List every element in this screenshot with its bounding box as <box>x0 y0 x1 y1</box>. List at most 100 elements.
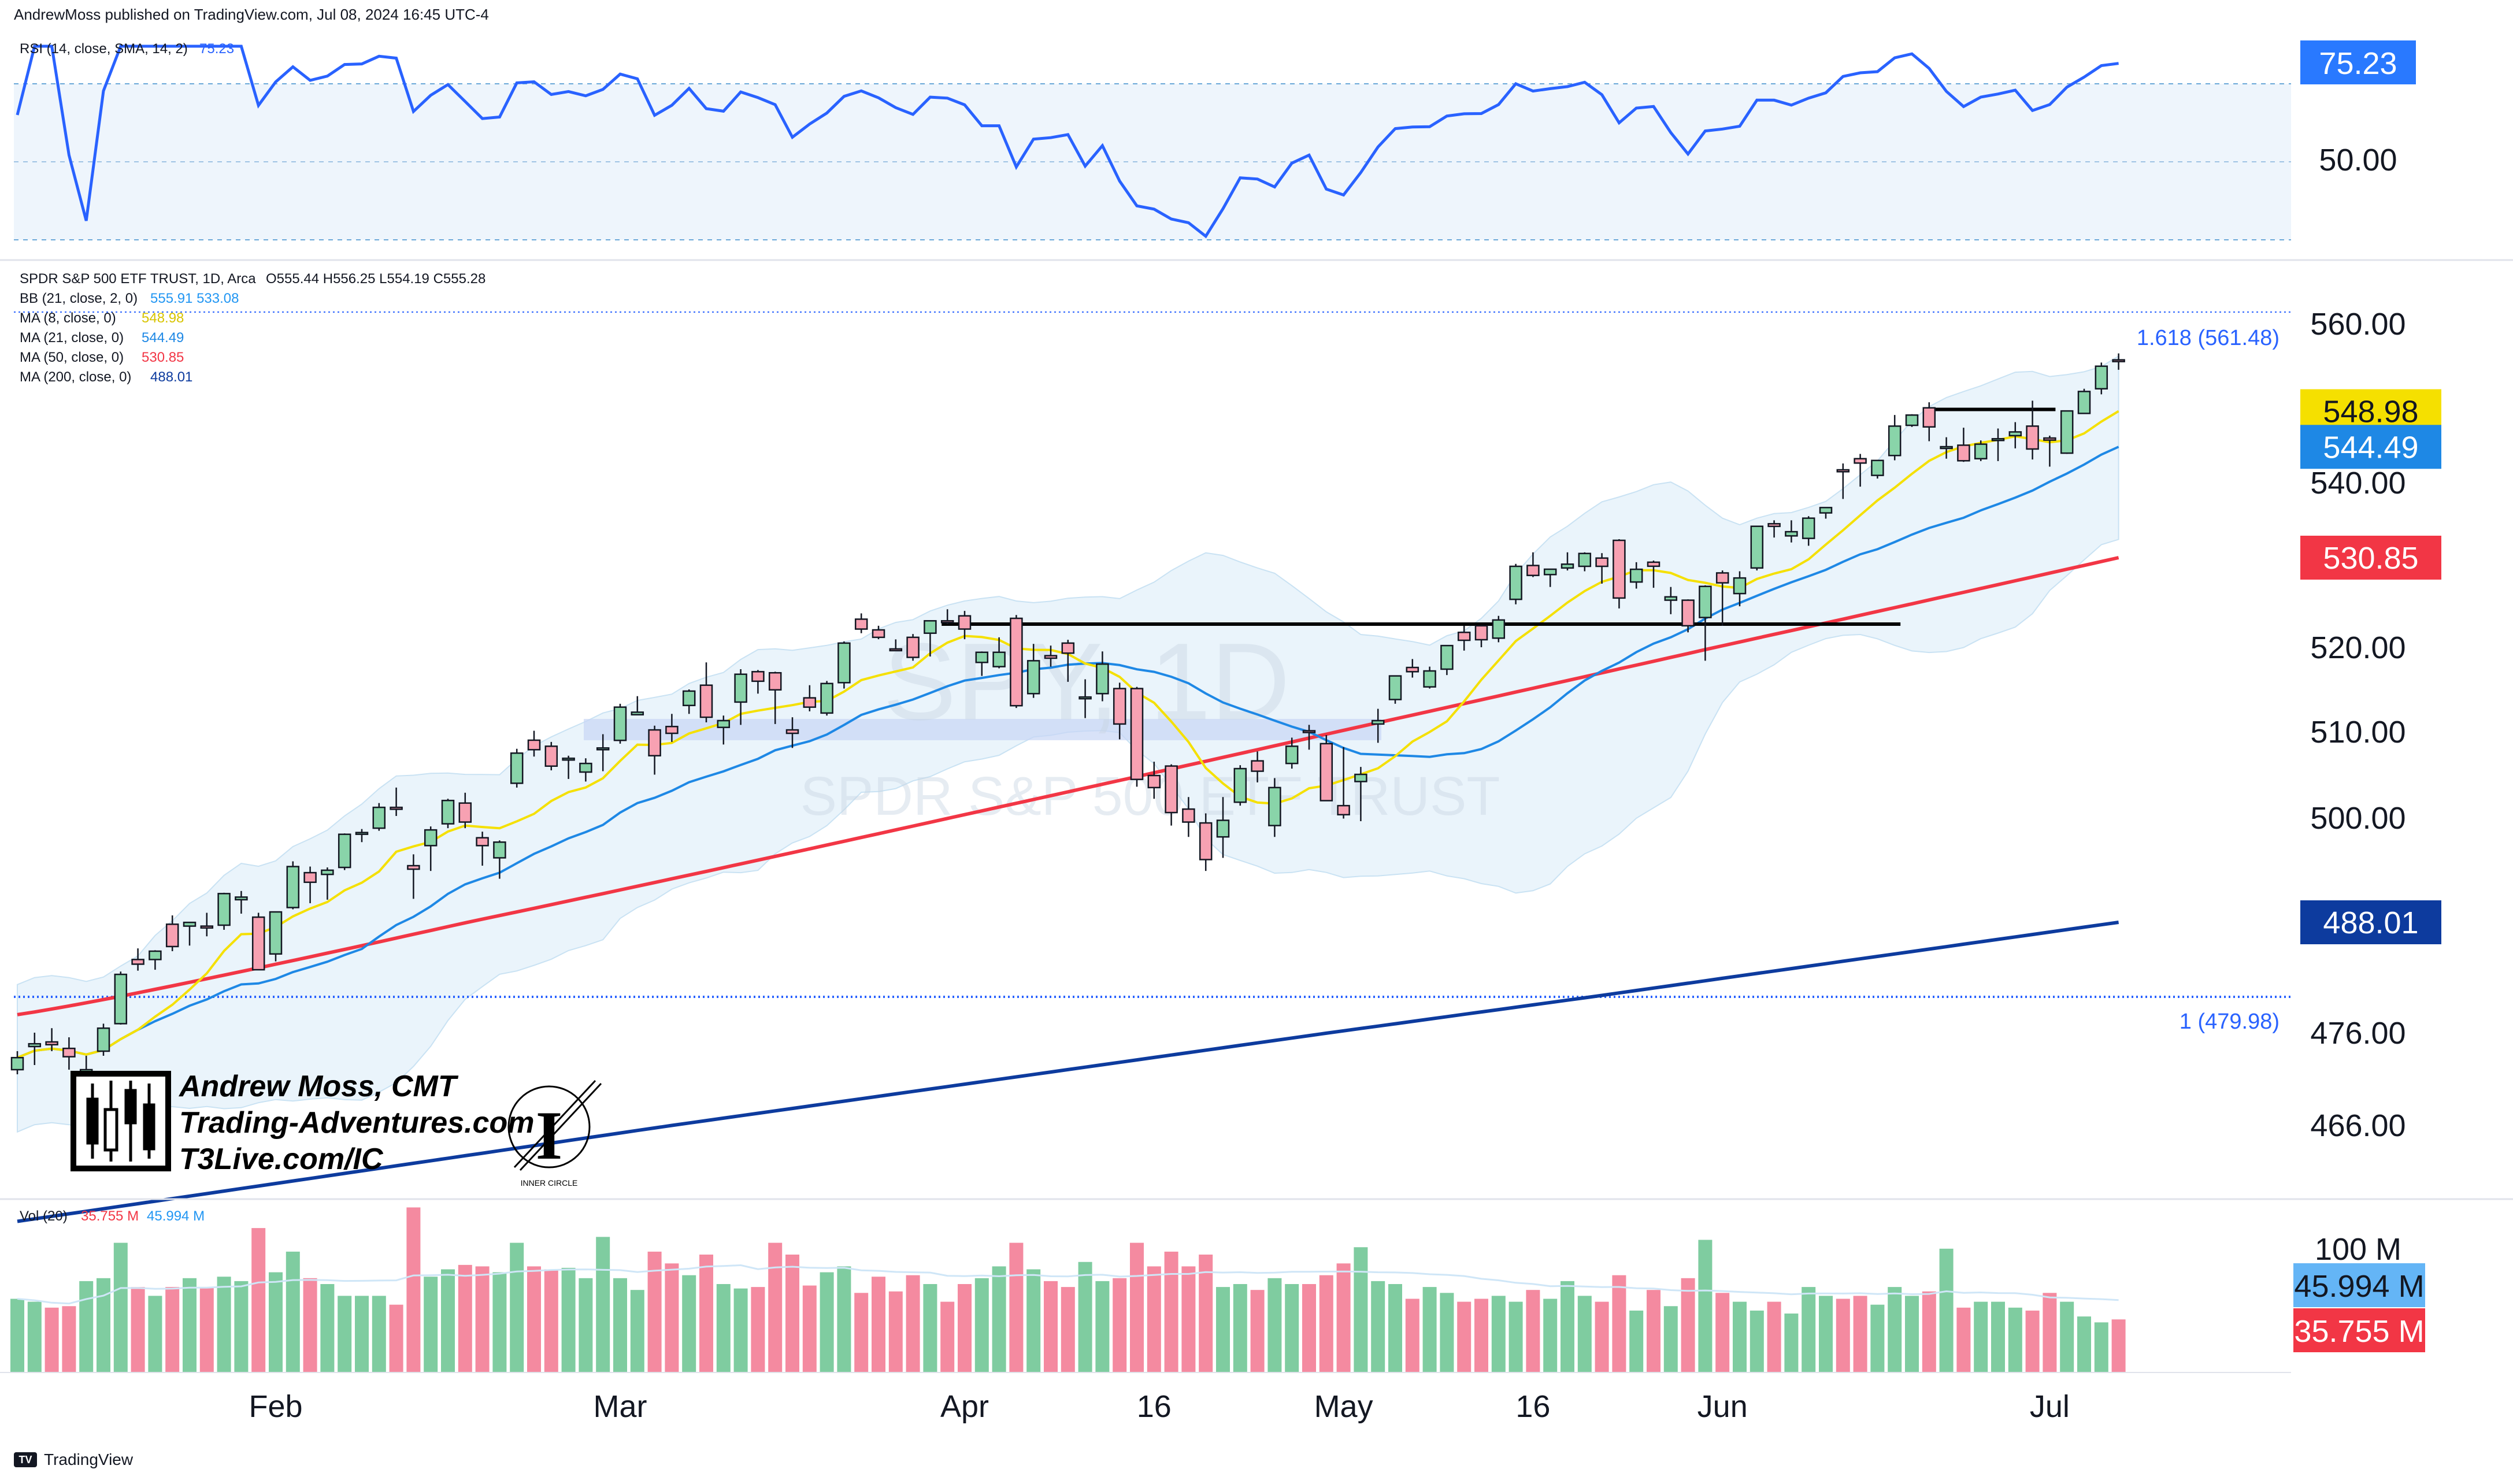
candle <box>1647 561 1660 588</box>
volume-pane[interactable]: Vol (20) 35.755 M 45.994 M <box>10 1207 2126 1372</box>
volume-value-badge <box>2293 1308 2425 1352</box>
volume-bar <box>2077 1316 2091 1372</box>
candle <box>1406 659 1419 678</box>
volume-bar <box>1491 1296 1506 1372</box>
candle <box>682 689 696 714</box>
candle <box>1268 778 1281 837</box>
candle <box>200 912 214 937</box>
volume-bar <box>1784 1314 1799 1372</box>
tradingview-logo-icon: TV <box>14 1452 37 1467</box>
volume-bar <box>682 1275 696 1372</box>
volume-bar <box>1164 1251 1178 1372</box>
volume-bar <box>1939 1248 1954 1372</box>
candle <box>390 787 403 817</box>
candle <box>1061 640 1075 682</box>
volume-bar <box>1561 1281 1574 1372</box>
candle <box>648 725 661 775</box>
volume-bar <box>1612 1275 1626 1372</box>
candle <box>837 641 851 689</box>
price-tick-label: 560.00 <box>2310 307 2405 342</box>
candle <box>717 715 731 745</box>
candle <box>1871 459 1884 479</box>
volume-legend-value-2: 45.994 M <box>147 1208 205 1224</box>
rsi-legend-value: 75.23 <box>199 41 234 57</box>
legend-bb-values: 555.91 533.08 <box>150 291 239 306</box>
candle <box>131 948 144 971</box>
branding-line-1: Andrew Moss, CMT <box>178 1070 459 1103</box>
candle <box>1026 644 1040 698</box>
candle <box>1629 562 1643 589</box>
tradingview-brand[interactable]: TV TradingView <box>14 1450 133 1469</box>
candle <box>906 634 920 661</box>
price-badge-label: 544.49 <box>2323 430 2418 465</box>
volume-bar <box>579 1278 593 1372</box>
volume-bar <box>630 1290 644 1372</box>
volume-bar <box>1267 1278 1282 1372</box>
candle <box>1681 599 1695 633</box>
candle <box>1233 765 1247 806</box>
candle <box>1319 734 1333 802</box>
candle <box>872 625 885 640</box>
volume-bar <box>234 1281 249 1372</box>
volume-ma-line <box>17 1264 2119 1305</box>
legend-ma50-name: MA (50, close, 0) <box>20 350 124 365</box>
rsi-pane[interactable]: RSI (14, close, SMA, 14, 2) 75.23 <box>14 41 2291 240</box>
volume-bar <box>406 1207 421 1372</box>
candle <box>1199 813 1213 871</box>
price-tick-label: 520.00 <box>2310 630 2405 665</box>
branding-candles-icon <box>86 1081 155 1162</box>
candle <box>768 671 782 724</box>
candle <box>1854 454 1867 487</box>
time-tick-label: Feb <box>249 1389 302 1424</box>
volume-bar <box>1698 1240 1713 1372</box>
volume-bar <box>372 1296 386 1372</box>
volume-bar <box>751 1287 765 1372</box>
candle <box>183 921 197 946</box>
candle <box>1044 645 1058 667</box>
volume-bar <box>355 1296 369 1372</box>
price-legend-ohlc: O555.44 H556.25 L554.19 C555.28 <box>266 271 485 287</box>
volume-bar <box>1750 1310 1764 1372</box>
volume-bar <box>1595 1301 1609 1372</box>
price-pane[interactable]: 1.618 (561.48) 1 (479.98) SPY, 1D SPDR S… <box>10 271 2291 1223</box>
candle <box>820 681 833 716</box>
volume-bar <box>785 1255 799 1372</box>
rsi-value-label: 75.23 <box>2319 46 2397 81</box>
candle <box>114 971 128 1025</box>
candle <box>924 620 937 657</box>
candle <box>1337 747 1350 819</box>
candle <box>1147 762 1161 799</box>
price-tick-label: 466.00 <box>2310 1108 2405 1143</box>
volume-bar <box>1457 1301 1472 1372</box>
candle <box>2095 362 2108 395</box>
price-badge <box>2300 900 2441 944</box>
volume-bar <box>1681 1278 1695 1372</box>
volume-bar <box>320 1284 335 1372</box>
candle <box>149 950 162 970</box>
volume-bar <box>1647 1290 1660 1372</box>
volume-bar <box>131 1287 145 1372</box>
volume-bar <box>1422 1287 1437 1372</box>
candle <box>458 792 472 829</box>
candle <box>544 741 558 771</box>
candle <box>217 892 231 930</box>
candle <box>407 854 420 899</box>
candle <box>372 803 386 831</box>
volume-bar <box>2043 1293 2057 1372</box>
volume-bar <box>1044 1281 1058 1372</box>
volume-bar <box>1543 1298 1558 1372</box>
volume-bar <box>716 1284 731 1372</box>
volume-value-label: 35.755 M <box>2294 1314 2424 1349</box>
candle <box>1492 615 1506 643</box>
support-zone <box>584 719 1381 740</box>
candle <box>889 639 903 652</box>
time-axis[interactable]: Feb Mar Apr 16 May 16 Jun Jul <box>249 1389 2069 1424</box>
legend-ma8-value: 548.98 <box>142 310 184 326</box>
volume-bar <box>958 1284 972 1372</box>
candle <box>10 1051 24 1074</box>
candle <box>303 866 317 903</box>
price-axis[interactable]: 50.00 75.23 560.00 540.00 520.00 510.00 500.… <box>2293 40 2441 1352</box>
volume-bar <box>1130 1242 1144 1372</box>
